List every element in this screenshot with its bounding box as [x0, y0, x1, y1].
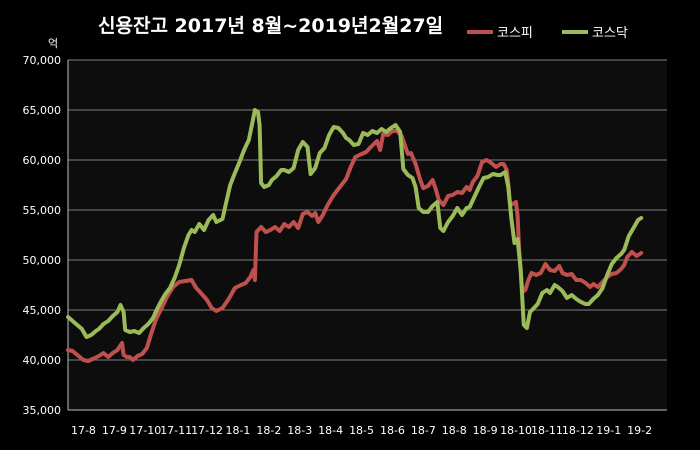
- y-tick-label: 40,000: [23, 354, 62, 367]
- legend-label-kospi: 코스피: [497, 26, 533, 41]
- x-tick-label: 18-6: [380, 424, 405, 437]
- y-tick-label: 60,000: [23, 154, 62, 167]
- x-tick-label: 19-2: [627, 424, 652, 437]
- chart-title: 신용잔고 2017년 8월~2019년2월27일: [98, 15, 443, 37]
- gridlines: [67, 59, 667, 411]
- y-tick-label: 45,000: [23, 304, 62, 317]
- series-lines: [66, 108, 644, 363]
- x-tick-label: 18-9: [473, 424, 498, 437]
- x-tick-label: 18-11: [531, 424, 563, 437]
- x-tick-label: 18-4: [318, 424, 343, 437]
- series-line-kospi: [66, 129, 644, 363]
- x-tick-label: 18-3: [287, 424, 312, 437]
- y-axis-unit-label: 억: [48, 37, 58, 50]
- x-tick-label: 17-9: [102, 424, 127, 437]
- x-tick-label: 18-5: [349, 424, 374, 437]
- y-tick-label: 70,000: [23, 54, 62, 67]
- x-tick-label: 17-11: [160, 424, 192, 437]
- y-axis-ticks: 35,000 40,000 45,000 50,000 55,000 60,000 65,0…: [23, 54, 62, 417]
- x-tick-label: 17-8: [71, 424, 96, 437]
- x-tick-label: 18-7: [411, 424, 436, 437]
- plot-area: [68, 60, 667, 410]
- legend-label-kosdaq: 코스닥: [592, 26, 628, 41]
- x-tick-label: 17-10: [129, 424, 161, 437]
- y-tick-label: 65,000: [23, 104, 62, 117]
- series-line-kosdaq: [66, 108, 644, 339]
- y-tick-label: 55,000: [23, 204, 62, 217]
- x-tick-label: 18-8: [442, 424, 467, 437]
- x-tick-label: 18-2: [256, 424, 281, 437]
- x-tick-label: 17-12: [191, 424, 223, 437]
- y-tick-label: 50,000: [23, 254, 62, 267]
- legend: 코스피 코스닥: [467, 26, 628, 41]
- x-tick-label: 18-1: [225, 424, 250, 437]
- x-tick-label: 18-12: [562, 424, 594, 437]
- x-tick-label: 18-10: [500, 424, 532, 437]
- y-tick-label: 35,000: [23, 404, 62, 417]
- x-tick-label: 19-1: [596, 424, 621, 437]
